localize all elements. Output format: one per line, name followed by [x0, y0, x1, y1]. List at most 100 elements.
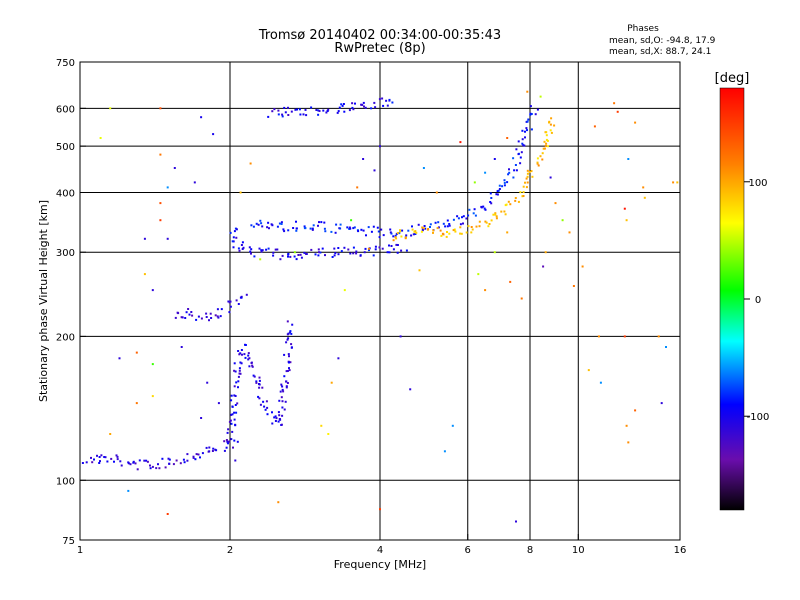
data-point — [439, 229, 442, 232]
data-point — [503, 179, 506, 182]
data-point — [483, 207, 486, 210]
data-point — [90, 456, 92, 459]
data-point — [240, 244, 243, 246]
data-point — [445, 235, 448, 238]
data-point — [487, 225, 490, 228]
data-point — [503, 210, 506, 213]
data-point — [515, 148, 518, 151]
data-point — [186, 459, 189, 462]
y-axis-label: Stationary phase Virtual Height [km] — [37, 200, 50, 402]
data-point — [420, 230, 423, 233]
data-point — [318, 110, 321, 112]
data-point — [473, 208, 476, 211]
data-point — [503, 184, 506, 187]
data-point — [411, 228, 414, 231]
data-point — [238, 249, 241, 252]
data-point — [138, 459, 141, 462]
data-point — [343, 110, 346, 113]
data-point — [459, 226, 462, 229]
data-point — [350, 219, 353, 222]
data-point — [281, 385, 284, 388]
data-point — [261, 386, 264, 389]
data-point — [461, 216, 463, 219]
data-point — [454, 230, 457, 233]
data-point — [242, 246, 245, 249]
data-point — [285, 341, 288, 344]
data-point — [361, 103, 364, 106]
data-point — [232, 236, 235, 239]
data-point — [593, 125, 596, 128]
data-point — [200, 417, 203, 419]
data-point — [561, 219, 564, 222]
data-point — [484, 289, 487, 292]
data-point — [285, 385, 288, 388]
data-point — [509, 203, 512, 206]
data-point — [411, 225, 413, 228]
data-point — [159, 202, 162, 205]
data-point — [237, 247, 240, 250]
data-point — [294, 108, 297, 111]
data-point — [257, 223, 260, 226]
data-point — [247, 358, 250, 361]
data-point — [452, 229, 455, 232]
data-point — [525, 186, 528, 189]
data-point — [235, 411, 238, 414]
data-point — [286, 320, 289, 323]
data-point — [526, 175, 529, 178]
colorbar-label: [deg] — [715, 71, 750, 86]
data-point — [500, 210, 503, 213]
data-point — [233, 230, 236, 233]
data-point — [312, 224, 315, 227]
data-point — [240, 349, 243, 351]
data-point — [172, 463, 175, 466]
data-point — [339, 223, 342, 226]
data-point — [512, 176, 515, 179]
data-point — [354, 102, 356, 105]
data-point — [116, 455, 119, 458]
data-point — [309, 227, 312, 230]
x-tick-label: 16 — [674, 545, 687, 556]
data-point — [524, 181, 526, 184]
data-point — [103, 456, 106, 458]
data-point — [248, 246, 251, 249]
data-point — [253, 255, 256, 258]
data-point — [333, 247, 336, 250]
data-point — [267, 115, 270, 118]
data-point — [305, 253, 308, 255]
data-point — [437, 226, 440, 229]
x-tick-label: 4 — [377, 545, 383, 556]
data-point — [543, 147, 546, 150]
data-point — [543, 140, 546, 143]
data-point — [229, 419, 232, 422]
data-point — [99, 460, 101, 463]
data-point — [392, 239, 395, 242]
data-point — [341, 104, 344, 107]
data-point — [343, 246, 346, 249]
data-point — [280, 396, 283, 399]
data-point — [266, 406, 269, 409]
data-point — [120, 464, 123, 467]
data-point — [271, 411, 273, 414]
data-point — [410, 234, 413, 237]
data-point — [127, 489, 130, 492]
data-point — [168, 458, 171, 461]
data-point — [336, 111, 339, 114]
data-point — [536, 108, 539, 111]
data-point — [321, 247, 324, 250]
phases-heading: Phases — [627, 24, 659, 34]
data-point — [642, 186, 645, 189]
data-point — [135, 351, 138, 354]
data-point — [283, 408, 286, 411]
phase-stats-x: mean, sd,X: 88.7, 24.1 — [609, 47, 711, 57]
data-point — [236, 402, 239, 405]
data-point — [490, 202, 493, 205]
data-point — [151, 289, 154, 292]
data-point — [549, 129, 552, 132]
data-point — [211, 450, 214, 452]
data-point — [200, 116, 203, 119]
data-point — [548, 120, 551, 123]
data-point — [251, 364, 254, 367]
data-point — [495, 193, 498, 196]
data-point — [109, 107, 112, 110]
